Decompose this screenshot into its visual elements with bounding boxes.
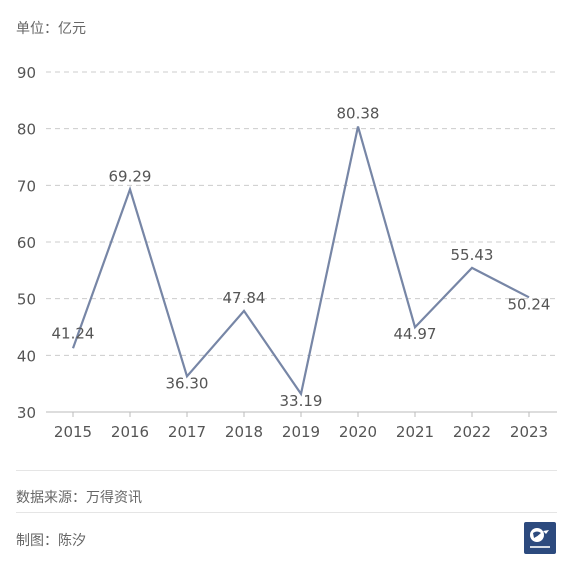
data-label: 33.19: [280, 392, 323, 410]
x-tick-label: 2021: [396, 423, 434, 441]
x-tick-label: 2022: [453, 423, 491, 441]
x-tick-label: 2017: [168, 423, 206, 441]
series-line: [71, 126, 530, 397]
x-tick-label: 2023: [510, 423, 548, 441]
data-labels: 41.24 69.29 36.30 47.84 33.19 80.38 44.97 55.43…: [52, 105, 551, 410]
y-tick-label: 70: [17, 177, 36, 195]
y-tick-label: 80: [17, 121, 36, 139]
data-label: 47.84: [223, 289, 266, 307]
x-tick-label: 2019: [282, 423, 320, 441]
y-tick-label: 90: [17, 64, 36, 82]
footer-divider-top: [16, 470, 557, 471]
publisher-logo: [524, 522, 556, 554]
y-tick-label: 60: [17, 234, 36, 252]
x-tick-label: 2016: [111, 423, 149, 441]
data-label: 55.43: [451, 246, 494, 264]
data-label: 41.24: [52, 324, 95, 342]
gridlines: [46, 71, 557, 413]
y-tick-label: 40: [17, 347, 36, 365]
data-label: 69.29: [109, 167, 152, 185]
data-source: 数据来源：万得资讯: [16, 490, 142, 506]
x-tick-label: 2015: [54, 423, 92, 441]
y-axis-ticks: 30 40 50 60 70 80 90: [17, 64, 36, 422]
data-label: 36.30: [166, 374, 209, 392]
y-tick-label: 50: [17, 291, 36, 309]
unit-label: 单位：亿元: [16, 21, 86, 37]
data-label: 44.97: [394, 325, 437, 343]
x-tick-label: 2020: [339, 423, 377, 441]
data-label: 80.38: [337, 105, 380, 123]
footer-divider: [16, 512, 557, 513]
chart-author: 制图：陈汐: [16, 533, 86, 549]
data-label: 50.24: [508, 295, 551, 313]
x-tick-label: 2018: [225, 423, 263, 441]
y-tick-label: 30: [17, 404, 36, 422]
x-axis-ticks: 2015 2016 2017 2018 2019 2020 2021 2022 2023: [54, 412, 548, 441]
